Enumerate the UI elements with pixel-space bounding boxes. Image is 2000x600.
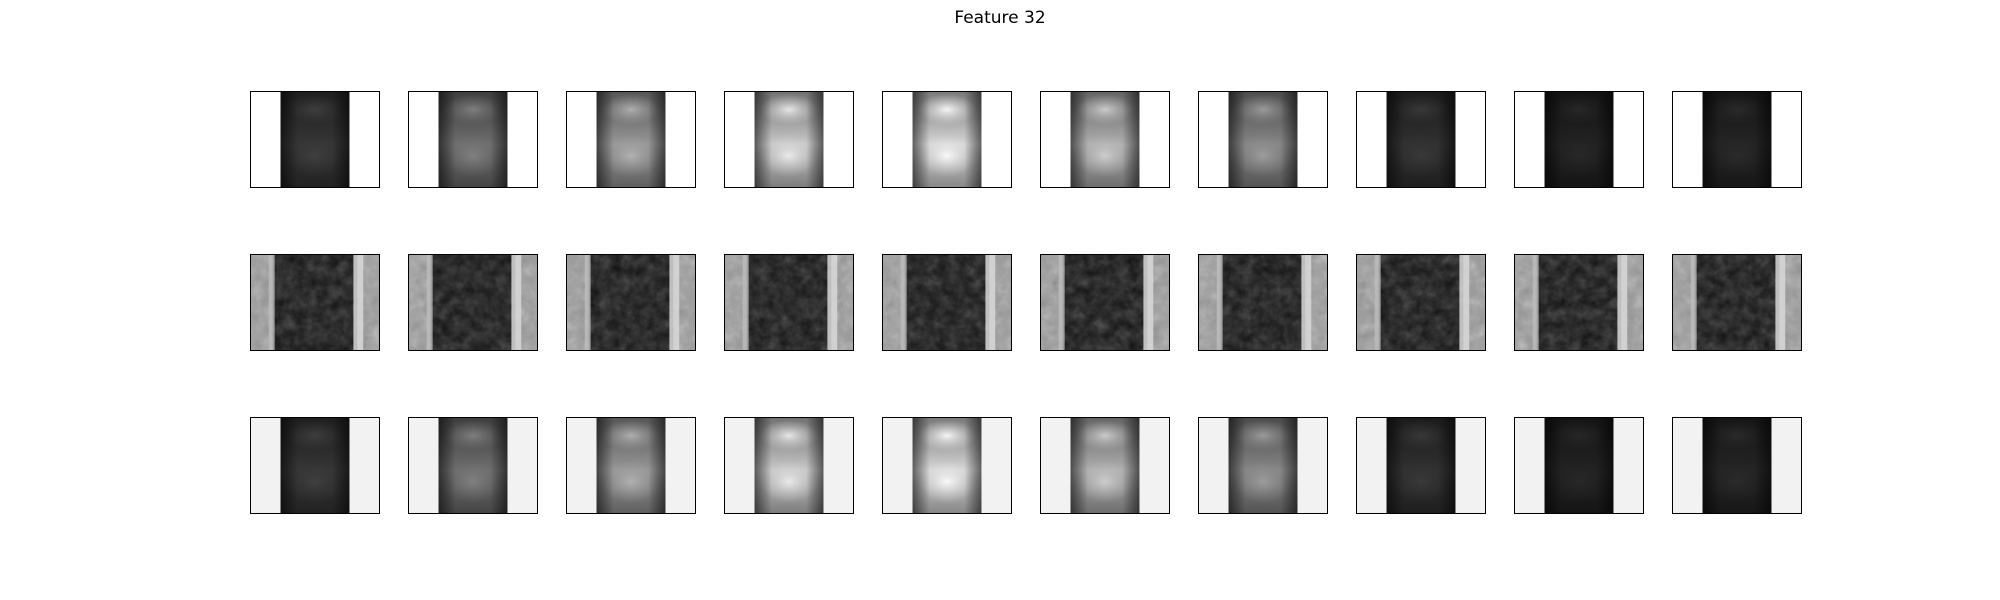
feature-map-panel xyxy=(882,417,1012,514)
feature-map-image xyxy=(1702,92,1772,187)
feature-map-image xyxy=(596,418,666,513)
feature-map-image xyxy=(1199,255,1327,350)
feature-map-image xyxy=(438,92,508,187)
feature-map-image xyxy=(912,418,982,513)
feature-map-panel xyxy=(1198,417,1328,514)
feature-map-panel xyxy=(408,417,538,514)
feature-map-image xyxy=(1386,418,1456,513)
feature-map-panel xyxy=(408,91,538,188)
feature-map-image xyxy=(409,255,537,350)
feature-map-panel xyxy=(724,254,854,351)
feature-map-panel xyxy=(882,91,1012,188)
feature-map-panel xyxy=(1040,91,1170,188)
feature-map-image xyxy=(912,92,982,187)
feature-map-image xyxy=(596,92,666,187)
feature-map-panel xyxy=(566,417,696,514)
feature-map-image xyxy=(754,92,824,187)
feature-map-image xyxy=(1544,92,1614,187)
feature-map-image xyxy=(1515,255,1643,350)
feature-map-panel xyxy=(1514,254,1644,351)
feature-map-image xyxy=(1544,418,1614,513)
feature-map-image xyxy=(883,255,1011,350)
feature-map-panel xyxy=(1672,254,1802,351)
feature-map-image xyxy=(1070,418,1140,513)
feature-map-panel xyxy=(1672,417,1802,514)
feature-map-image xyxy=(754,418,824,513)
feature-map-panel xyxy=(1040,254,1170,351)
feature-map-panel xyxy=(882,254,1012,351)
feature-map-panel xyxy=(724,91,854,188)
feature-map-image xyxy=(1357,255,1485,350)
feature-map-panel xyxy=(1514,417,1644,514)
feature-map-panel xyxy=(1672,91,1802,188)
feature-map-panel xyxy=(1356,417,1486,514)
feature-map-image xyxy=(1228,418,1298,513)
feature-map-image xyxy=(1702,418,1772,513)
feature-map-image xyxy=(1070,92,1140,187)
feature-map-image xyxy=(251,255,379,350)
feature-map-image xyxy=(1673,255,1801,350)
feature-map-panel xyxy=(566,91,696,188)
feature-map-image xyxy=(1041,255,1169,350)
feature-map-panel xyxy=(724,417,854,514)
feature-map-panel xyxy=(1356,254,1486,351)
feature-map-image xyxy=(567,255,695,350)
feature-map-panel xyxy=(1040,417,1170,514)
feature-map-image xyxy=(725,255,853,350)
feature-map-panel xyxy=(408,254,538,351)
feature-map-image xyxy=(280,418,350,513)
feature-map-panel xyxy=(250,417,380,514)
feature-map-panel xyxy=(1198,91,1328,188)
feature-map-panel xyxy=(566,254,696,351)
feature-map-panel xyxy=(1356,91,1486,188)
figure-title: Feature 32 xyxy=(954,8,1046,28)
feature-map-image xyxy=(1228,92,1298,187)
feature-map-panel xyxy=(250,91,380,188)
feature-map-image xyxy=(280,92,350,187)
feature-map-panel xyxy=(1514,91,1644,188)
feature-map-panel xyxy=(250,254,380,351)
feature-map-image xyxy=(1386,92,1456,187)
feature-map-image xyxy=(438,418,508,513)
feature-map-panel xyxy=(1198,254,1328,351)
